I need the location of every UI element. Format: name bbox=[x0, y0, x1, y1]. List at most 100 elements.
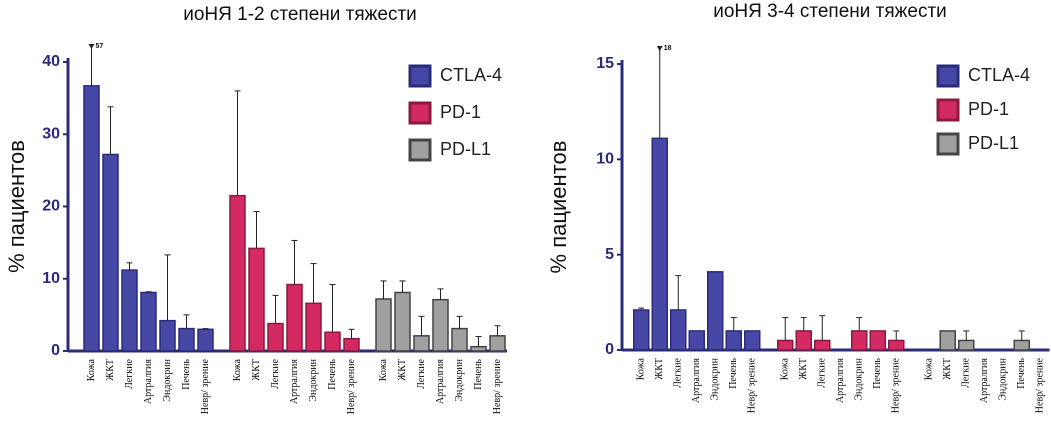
x-tick-label: Невр/ зрение bbox=[747, 357, 758, 413]
bar bbox=[394, 291, 411, 352]
x-tick-label: Артралгия bbox=[435, 359, 446, 405]
bar bbox=[324, 331, 341, 352]
bar bbox=[869, 330, 886, 351]
bar bbox=[939, 330, 956, 351]
x-tick-label: Печень bbox=[872, 358, 883, 389]
bar bbox=[888, 339, 905, 351]
error-annotation: 57 bbox=[96, 43, 104, 50]
x-tick-label: ЖКТ bbox=[942, 358, 953, 380]
bar bbox=[159, 319, 176, 352]
x-tick-label: Кожа bbox=[924, 357, 935, 380]
x-tick-label: Эндокрин bbox=[162, 358, 173, 401]
bar bbox=[229, 194, 246, 352]
bar bbox=[851, 330, 868, 351]
bar bbox=[633, 309, 650, 351]
bar bbox=[102, 153, 119, 352]
bar bbox=[178, 327, 195, 352]
x-tick-label: Эндокрин bbox=[998, 357, 1009, 400]
bar bbox=[83, 85, 100, 352]
x-tick-label: ЖКТ bbox=[654, 358, 665, 380]
bar bbox=[470, 345, 487, 352]
x-tick-label: ЖКТ bbox=[798, 358, 809, 380]
legend-label: PD-1 bbox=[968, 99, 1009, 119]
x-tick-label: Печень bbox=[327, 359, 338, 390]
x-tick-label: Легкие bbox=[961, 357, 972, 387]
y-tick-label: 15 bbox=[596, 55, 614, 72]
y-axis-label: % пациентов bbox=[4, 140, 29, 273]
x-tick-label: Кожа bbox=[232, 358, 243, 381]
bar bbox=[651, 137, 668, 351]
x-tick-label: Печень bbox=[1016, 358, 1027, 389]
x-tick-label: ЖКТ bbox=[397, 359, 408, 381]
x-tick-label: Артралгия bbox=[835, 358, 846, 404]
bar bbox=[707, 271, 724, 351]
x-tick-label: Легкие bbox=[416, 358, 427, 388]
bar bbox=[267, 322, 284, 352]
error-arrow bbox=[656, 46, 663, 51]
y-tick-label: 40 bbox=[42, 53, 60, 70]
legend-swatch bbox=[408, 138, 432, 162]
x-tick-label: Эндокрин bbox=[308, 358, 319, 401]
legend-label: PD-L1 bbox=[440, 139, 491, 159]
y-tick-label: 30 bbox=[42, 125, 60, 142]
bar bbox=[121, 269, 138, 352]
y-tick-label: 5 bbox=[605, 246, 614, 263]
x-tick-label: Легкие bbox=[270, 358, 281, 388]
bar bbox=[375, 298, 392, 352]
bar bbox=[305, 302, 322, 352]
x-tick-label: Легкие bbox=[817, 357, 828, 387]
bar bbox=[140, 291, 157, 352]
bar bbox=[343, 337, 360, 352]
y-tick-label: 10 bbox=[42, 270, 60, 287]
legend-swatch bbox=[936, 132, 960, 156]
x-tick-label: Невр/ зрение bbox=[200, 358, 211, 414]
bar bbox=[248, 247, 265, 352]
bar bbox=[670, 309, 687, 351]
error-annotation: 18 bbox=[664, 45, 672, 52]
bar bbox=[1013, 339, 1030, 351]
x-tick-label: Легкие bbox=[673, 357, 684, 387]
bar bbox=[286, 283, 303, 352]
bar bbox=[451, 327, 468, 352]
bar bbox=[814, 339, 831, 351]
y-tick-label: 10 bbox=[596, 151, 614, 168]
x-tick-label: Эндокрин bbox=[454, 358, 465, 401]
chart-title: иоНЯ 1-2 степени тяжести bbox=[183, 4, 417, 25]
chart-title: иоНЯ 3-4 степени тяжести bbox=[713, 1, 947, 22]
x-tick-label: Кожа bbox=[636, 357, 647, 380]
bar bbox=[744, 330, 761, 351]
y-tick-label: 20 bbox=[42, 198, 60, 215]
x-tick-label: Кожа bbox=[780, 357, 791, 380]
bar bbox=[432, 298, 449, 352]
bar bbox=[958, 339, 975, 351]
bar bbox=[725, 330, 742, 351]
x-tick-label: Артралгия bbox=[691, 358, 702, 404]
x-tick-label: Эндокрин bbox=[854, 357, 865, 400]
legend-swatch bbox=[936, 98, 960, 122]
x-tick-label: Артралгия bbox=[979, 358, 990, 404]
x-tick-label: Невр/ зрение bbox=[346, 358, 357, 414]
bar bbox=[413, 335, 430, 352]
bar bbox=[688, 330, 705, 351]
x-tick-label: Артралгия bbox=[143, 359, 154, 405]
legend-label: CTLA-4 bbox=[440, 65, 502, 85]
x-tick-label: Кожа bbox=[378, 358, 389, 381]
legend-label: PD-1 bbox=[440, 102, 481, 122]
legend-label: CTLA-4 bbox=[968, 65, 1030, 85]
x-tick-label: Артралгия bbox=[289, 359, 300, 405]
x-tick-label: Легкие bbox=[124, 358, 135, 388]
x-tick-label: Печень bbox=[728, 358, 739, 389]
x-tick-label: Печень bbox=[473, 359, 484, 390]
x-tick-label: Невр/ зрение bbox=[492, 358, 503, 414]
bar bbox=[795, 330, 812, 351]
bar bbox=[777, 339, 794, 351]
bar bbox=[197, 328, 214, 352]
legend-label: PD-L1 bbox=[968, 133, 1019, 153]
x-tick-label: ЖКТ bbox=[105, 359, 116, 381]
legend-swatch bbox=[408, 101, 432, 125]
legend-swatch bbox=[408, 64, 432, 88]
legend-swatch bbox=[936, 64, 960, 88]
x-tick-label: Невр/ зрение bbox=[1035, 357, 1046, 413]
bar bbox=[489, 335, 506, 352]
